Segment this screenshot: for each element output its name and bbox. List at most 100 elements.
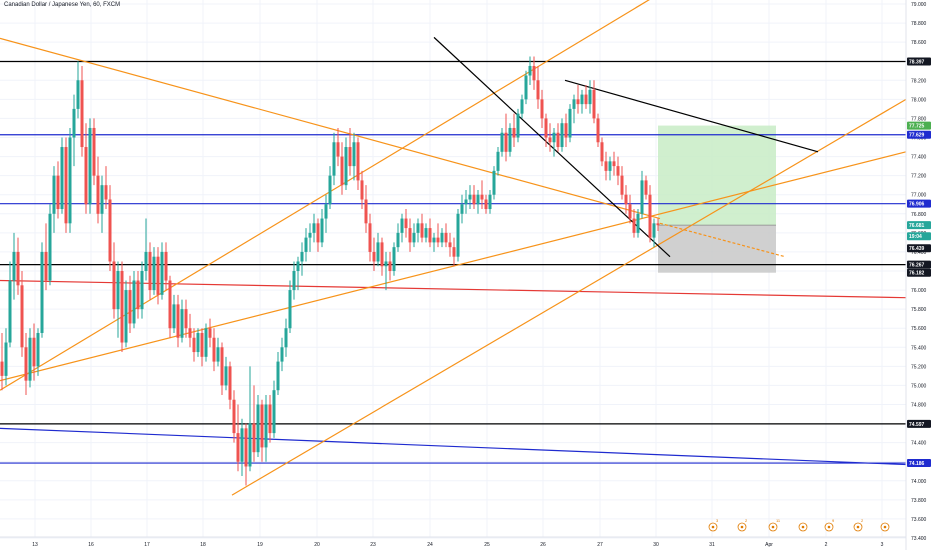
candle-body <box>36 332 40 367</box>
candle-body <box>308 232 312 238</box>
price-tag-76.182 <box>907 268 931 277</box>
candle-body <box>116 271 120 310</box>
candle-body <box>240 428 244 462</box>
time-tick-label: 24 <box>427 542 433 548</box>
candle-body <box>24 347 28 381</box>
price-tick-label: 73.600 <box>911 517 927 523</box>
candle-body <box>188 328 192 338</box>
candle-body <box>624 194 628 205</box>
candle-body <box>348 147 352 167</box>
candle-body <box>632 218 636 233</box>
price-tag-76.439 <box>907 244 931 253</box>
candle-body <box>588 89 592 105</box>
candle-body <box>20 285 24 348</box>
event-dot <box>827 525 831 529</box>
candle-body <box>592 89 596 119</box>
candle-body <box>316 223 320 243</box>
candle-body <box>364 199 368 224</box>
candle-body <box>380 242 384 267</box>
candle-body <box>416 223 420 233</box>
drawing-lines[interactable] <box>0 0 907 496</box>
candle-body <box>400 218 404 233</box>
candle-body <box>492 170 496 195</box>
candle-body <box>396 232 400 248</box>
candle-body <box>512 127 516 138</box>
candle-body <box>300 251 304 262</box>
candle-body <box>324 204 328 219</box>
price-tick-label: 76.000 <box>911 288 927 294</box>
event-dot <box>883 525 887 529</box>
candle-body <box>556 132 560 148</box>
candle-body <box>628 204 632 219</box>
candle-body <box>376 242 380 262</box>
price-tick-label: 77.200 <box>911 174 927 180</box>
candle-body <box>80 80 84 148</box>
event-count: 2 <box>861 518 864 523</box>
candle-body <box>360 180 364 200</box>
time-axis[interactable]: 13 16 17 18 19 20 23 24 25 26 27 30 31 Apr 2 3 <box>0 536 906 548</box>
trendline-orange-channel <box>0 151 907 382</box>
time-tick-label: Apr <box>765 542 773 548</box>
candle-body <box>180 309 184 338</box>
price-tag-label: 19:04 <box>909 234 922 240</box>
candle-body <box>4 342 8 376</box>
trendline-black-wedge-down <box>433 36 671 258</box>
candle-body <box>236 433 240 462</box>
candle-body <box>68 137 72 224</box>
candle-body <box>356 142 360 181</box>
candle-body <box>156 256 160 295</box>
trendline-orange-asc-top <box>0 0 650 391</box>
candle-body <box>560 123 564 148</box>
candle-body <box>60 147 64 210</box>
price-tick-label: 76.800 <box>911 212 927 218</box>
candle-body <box>472 194 476 205</box>
candle-body <box>436 237 440 243</box>
candle-body <box>336 142 340 157</box>
candle-body <box>224 366 228 386</box>
candle-body <box>228 366 232 400</box>
trendline-orange-desc <box>0 37 661 220</box>
candle-body <box>508 127 512 152</box>
candle-body <box>500 132 504 152</box>
candle-body <box>440 232 444 243</box>
candle-body <box>276 361 280 391</box>
price-tick-label: 75.400 <box>911 345 927 351</box>
candle-body <box>168 280 172 329</box>
trendline-orange-dashed <box>659 222 786 258</box>
price-tick-label: 73.400 <box>911 536 927 542</box>
candle-body <box>268 404 272 434</box>
trendline-black-wedge-top <box>564 79 819 153</box>
candle-body <box>264 404 268 448</box>
price-tag-label: 76.439 <box>909 246 925 252</box>
candle-body <box>408 228 412 243</box>
time-tick-label: 26 <box>540 542 546 548</box>
candle-body <box>32 337 36 367</box>
event-dot <box>771 525 775 529</box>
price-tag-label: 77.629 <box>909 133 925 139</box>
price-tag-label: 76.182 <box>909 271 925 277</box>
candle-body <box>572 99 576 109</box>
candle-body <box>184 309 188 329</box>
candle-body <box>620 175 624 195</box>
price-tag-74.597 <box>907 419 931 428</box>
candle-body <box>476 194 480 205</box>
position-zones[interactable] <box>658 125 776 273</box>
candle-body <box>48 213 52 281</box>
candle-body <box>244 428 248 467</box>
candle-body <box>120 271 124 343</box>
candle-body <box>312 223 316 233</box>
candle-body <box>92 127 96 176</box>
event-markers[interactable]: 3 2 11 9 2 <box>708 518 890 532</box>
candle-body <box>420 223 424 238</box>
price-tick-label: 74.800 <box>911 403 927 409</box>
candle-body <box>40 251 44 333</box>
candle-body <box>612 161 616 167</box>
event-dot <box>711 525 715 529</box>
candle-body <box>288 290 292 329</box>
candle-body <box>520 99 524 114</box>
candle-body <box>392 247 396 271</box>
price-tag-76.267 <box>907 260 931 269</box>
price-tick-label: 75.200 <box>911 364 927 370</box>
candle-body <box>648 194 652 238</box>
